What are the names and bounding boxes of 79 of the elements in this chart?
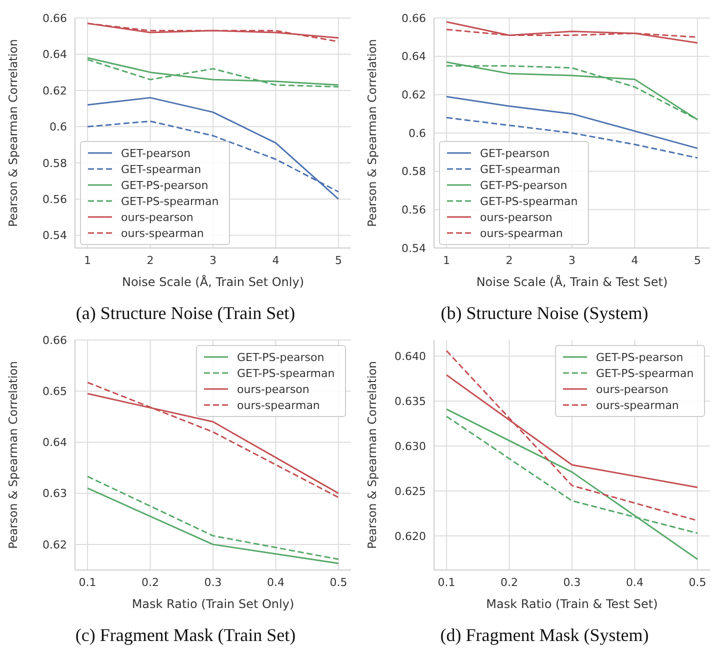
y-tick-label: 0.620 (394, 530, 426, 543)
x-axis-title: Mask Ratio (Train Set Only) (132, 597, 294, 611)
x-axis-title: Mask Ratio (Train & Test Set) (486, 597, 658, 611)
x-tick-label: 0.2 (500, 576, 518, 589)
x-tick-label: 0.4 (266, 576, 284, 589)
legend-label: GET-PS-spearman (237, 366, 335, 380)
y-tick-label: 0.56 (42, 193, 67, 206)
legend-label: GET-pearson (480, 146, 550, 160)
legend-label: ours-pearson (121, 210, 194, 224)
legend-label: ours-spearman (121, 226, 204, 240)
legend-label: GET-PS-pearson (480, 178, 568, 192)
x-tick-label: 5 (694, 254, 701, 267)
y-tick-label: 0.64 (402, 50, 426, 64)
y-axis-title: Pearson & Spearman Correlation (365, 39, 380, 227)
text: (d) Fragment Mask (System) (439, 625, 650, 646)
legend-label: GET-spearman (121, 162, 202, 176)
x-tick-label: 2 (506, 254, 513, 267)
legend-label: GET-PS-spearman (596, 366, 694, 380)
legend-label: ours-spearman (237, 398, 320, 412)
line-series (446, 96, 698, 150)
x-tick-label: 0.5 (330, 576, 348, 589)
y-tick-label: 0.66 (42, 334, 67, 347)
text: (c) Fragment Mask (Train Set) (74, 625, 297, 646)
x-tick-label: 0.5 (688, 576, 706, 589)
x-axis-title: Noise Scale (Å, Train Set Only) (122, 274, 304, 289)
y-tick-label: 0.58 (402, 165, 426, 178)
legend-label: ours-pearson (237, 382, 310, 396)
x-tick-label: 2 (146, 254, 154, 267)
x-tick-label: 0.2 (142, 576, 160, 589)
y-tick-label: 0.640 (394, 350, 426, 364)
y-tick-label: 0.62 (42, 84, 67, 98)
text: (b) Structure Noise (System) (440, 303, 650, 324)
y-tick-label: 0.625 (394, 484, 426, 498)
line-series (446, 21, 698, 44)
y-tick-label: 0.56 (402, 204, 426, 217)
y-axis-title: Pearson & Spearman Correlation (6, 361, 20, 549)
legend-label: GET-spearman (480, 162, 560, 176)
y-tick-label: 0.65 (42, 385, 67, 398)
legend-label: ours-pearson (596, 382, 668, 396)
y-tick-label: 0.54 (402, 242, 426, 255)
text: (a) Structure Noise (Train Set) (74, 303, 296, 324)
y-tick-label: 0.63 (42, 487, 67, 500)
legend-label: GET-pearson (121, 146, 191, 160)
legend-label: GET-PS-pearson (237, 350, 324, 364)
x-tick-label: 0.4 (626, 576, 644, 589)
y-tick-label: 0.66 (402, 12, 426, 25)
x-tick-label: 3 (568, 254, 576, 267)
legend-label: GET-PS-pearson (121, 178, 208, 192)
legend-label: GET-PS-spearman (480, 194, 578, 208)
x-tick-label: 0.1 (438, 576, 456, 589)
y-tick-label: 0.630 (394, 440, 426, 453)
y-axis-title: Pearson & Spearman Correlation (365, 361, 380, 549)
legend-label: ours-spearman (480, 226, 563, 240)
x-tick-label: 3 (210, 254, 216, 267)
x-tick-label: 0.3 (204, 576, 222, 589)
y-tick-label: 0.62 (42, 538, 67, 552)
y-tick-label: 0.64 (42, 436, 67, 450)
x-tick-label: 0.3 (563, 576, 581, 589)
x-tick-label: 4 (272, 254, 280, 267)
legend-label: ours-pearson (480, 210, 552, 224)
y-axis-title: Pearson & Spearman Correlation (6, 39, 20, 227)
x-tick-label: 5 (334, 254, 342, 267)
y-tick-label: 0.54 (42, 229, 67, 242)
legend-label: GET-PS-pearson (596, 350, 684, 364)
x-tick-label: 1 (84, 254, 92, 267)
y-tick-label: 0.635 (394, 395, 426, 408)
y-tick-label: 0.64 (42, 48, 67, 62)
y-tick-label: 0.6 (50, 120, 67, 134)
x-tick-label: 0.1 (78, 576, 96, 589)
x-axis-title: Noise Scale (Å, Train & Test Set) (476, 274, 668, 289)
x-tick-label: 1 (443, 254, 450, 267)
line-series (446, 116, 698, 159)
x-tick-label: 4 (631, 254, 638, 267)
legend-label: GET-PS-spearman (121, 194, 219, 208)
y-tick-label: 0.58 (42, 156, 67, 170)
y-tick-label: 0.6 (408, 126, 426, 140)
y-tick-label: 0.66 (42, 12, 67, 25)
y-tick-label: 0.62 (402, 88, 426, 102)
legend-label: ours-spearman (596, 398, 679, 412)
